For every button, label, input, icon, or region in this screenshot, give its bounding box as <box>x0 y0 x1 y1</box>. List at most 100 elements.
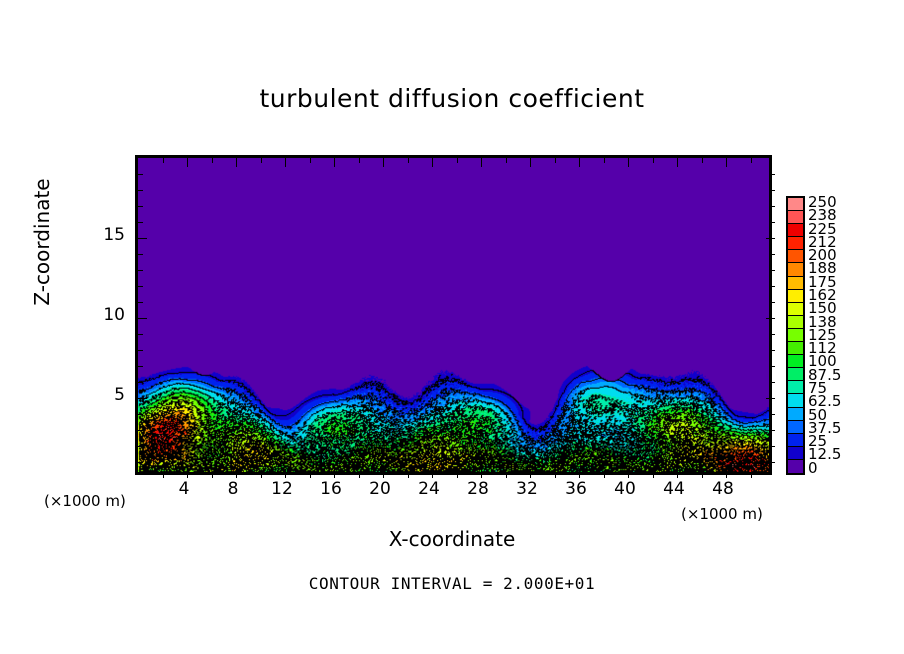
colorbar-band <box>788 407 803 421</box>
y-axis-title: Z-coordinate <box>30 178 54 306</box>
tick-mark <box>334 469 335 478</box>
tick-mark <box>383 469 384 478</box>
colorbar-tick-label: 250 <box>808 193 837 211</box>
tick-mark <box>432 158 433 167</box>
colorbar-band <box>788 459 803 473</box>
tick-mark <box>770 334 775 335</box>
tick-mark <box>628 158 629 167</box>
tick-mark <box>211 158 213 163</box>
colorbar-tick-label: 200 <box>808 246 837 265</box>
x-tick-label: 8 <box>227 479 239 499</box>
colorbar-tick-label: 100 <box>808 352 837 371</box>
colorbar-band <box>788 368 803 382</box>
tick-mark <box>162 158 164 163</box>
colorbar-band <box>788 211 803 225</box>
x-tick-label: 40 <box>614 479 636 499</box>
tick-mark <box>138 382 143 383</box>
x-tick-label: 4 <box>178 479 190 499</box>
x-tick-label: 44 <box>663 479 685 499</box>
colorbar-tick-label: 162 <box>808 286 837 304</box>
tick-mark <box>628 469 629 478</box>
tick-mark <box>236 469 237 478</box>
x-tick-label: 48 <box>712 479 734 499</box>
x-axis-title: X-coordinate <box>388 527 516 551</box>
tick-mark <box>726 469 727 478</box>
tick-mark <box>701 158 703 163</box>
tick-mark <box>138 414 143 415</box>
tick-mark <box>530 469 531 478</box>
tick-mark <box>138 174 143 175</box>
colorbar-tick-label: 37.5 <box>808 418 842 437</box>
tick-mark <box>138 334 143 335</box>
tick-mark <box>456 473 458 478</box>
tick-mark <box>505 473 507 478</box>
tick-mark <box>770 286 775 287</box>
tick-mark <box>309 473 311 478</box>
colorbar-band <box>788 237 803 251</box>
tick-mark <box>285 469 286 478</box>
colorbar-tick-label: 50 <box>808 405 828 424</box>
colorbar-tick-label: 25 <box>808 432 828 451</box>
colorbar-band <box>788 381 803 395</box>
colorbar-band <box>788 446 803 460</box>
colorbar-band <box>788 315 803 329</box>
tick-mark <box>187 158 188 167</box>
tick-mark <box>138 270 143 271</box>
colorbar-tick-label: 225 <box>808 219 837 238</box>
tick-mark <box>260 473 262 478</box>
colorbar-band <box>788 394 803 408</box>
tick-mark <box>677 158 678 167</box>
colorbar-tick-label: 12.5 <box>808 445 842 464</box>
x-unit-label: (×1000 m) <box>681 505 763 523</box>
tick-mark <box>505 158 507 163</box>
tick-mark <box>603 473 605 478</box>
tick-mark <box>770 254 775 255</box>
tick-mark <box>770 206 775 207</box>
tick-mark <box>138 350 143 351</box>
tick-mark <box>554 473 556 478</box>
x-tick-label: 24 <box>418 479 440 499</box>
tick-mark <box>187 469 188 478</box>
tick-mark <box>138 446 143 447</box>
tick-mark <box>383 158 384 167</box>
tick-mark <box>138 302 143 303</box>
tick-mark <box>211 473 213 478</box>
tick-mark <box>138 254 143 255</box>
colorbar-band <box>788 198 803 212</box>
colorbar-band <box>788 328 803 343</box>
colorbar-band <box>788 342 803 356</box>
colorbar-band <box>788 302 803 316</box>
colorbar-tick-label: 87.5 <box>808 365 842 384</box>
tick-mark <box>309 158 311 163</box>
tick-mark <box>138 318 147 319</box>
tick-mark <box>770 430 775 431</box>
tick-mark <box>579 158 580 167</box>
tick-mark <box>770 462 775 463</box>
tick-mark <box>750 158 752 163</box>
z-unit-label: (×1000 m) <box>44 492 126 510</box>
x-tick-label: 20 <box>369 479 391 499</box>
tick-mark <box>652 473 654 478</box>
tick-mark <box>481 158 482 167</box>
colorbar-tick-label: 238 <box>808 206 837 225</box>
tick-mark <box>138 366 143 367</box>
tick-mark <box>770 302 775 303</box>
tick-mark <box>554 158 556 163</box>
tick-mark <box>162 473 164 478</box>
tick-mark <box>138 222 143 223</box>
x-tick-label: 32 <box>516 479 538 499</box>
tick-mark <box>456 158 458 163</box>
colorbar-band <box>788 420 803 434</box>
tick-mark <box>432 469 433 478</box>
tick-mark <box>603 158 605 163</box>
colorbar-band <box>788 224 803 238</box>
tick-mark <box>138 430 143 431</box>
x-tick-label: 28 <box>467 479 489 499</box>
tick-mark <box>770 366 775 367</box>
tick-mark <box>677 469 678 478</box>
tick-mark <box>770 350 775 351</box>
tick-mark <box>358 473 360 478</box>
colorbar-tick-label: 75 <box>808 379 828 397</box>
page-title: turbulent diffusion coefficient <box>259 84 645 113</box>
y-tick-label: 15 <box>103 225 125 245</box>
